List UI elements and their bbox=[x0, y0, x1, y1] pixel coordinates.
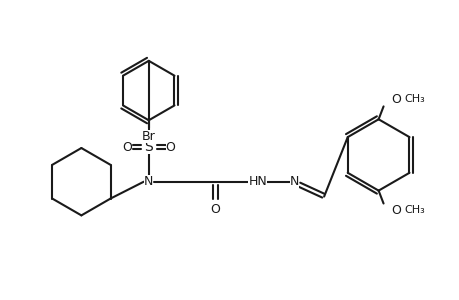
Text: Br: Br bbox=[141, 130, 155, 142]
Text: O: O bbox=[165, 140, 175, 154]
Text: HN: HN bbox=[248, 175, 267, 188]
Text: O: O bbox=[210, 203, 219, 216]
Text: S: S bbox=[144, 140, 153, 154]
Text: O: O bbox=[122, 140, 132, 154]
Text: O: O bbox=[391, 93, 401, 106]
Text: CH₃: CH₃ bbox=[403, 206, 424, 215]
Text: O: O bbox=[391, 204, 401, 217]
Text: CH₃: CH₃ bbox=[403, 94, 424, 104]
Text: N: N bbox=[144, 175, 153, 188]
Text: N: N bbox=[289, 175, 298, 188]
